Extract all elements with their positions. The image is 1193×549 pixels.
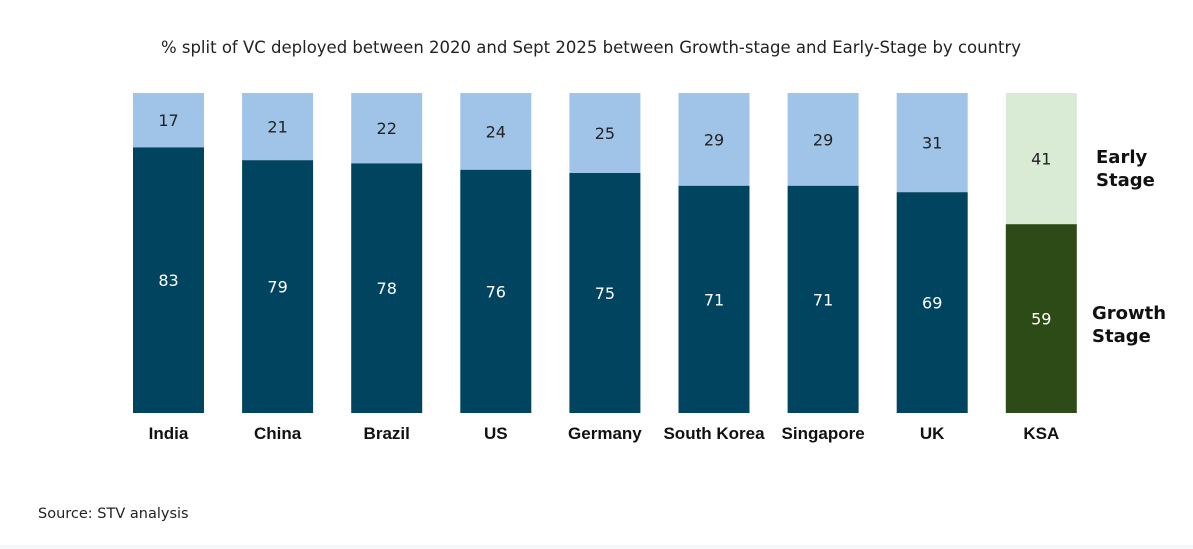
bar-early-us: [460, 93, 532, 170]
label-growth-india: 83: [158, 271, 178, 290]
label-early-us: 24: [486, 122, 506, 141]
bar-growth-uk: [896, 192, 968, 413]
bar-early-ksa: [1005, 93, 1077, 225]
label-early-singapore: 29: [813, 130, 833, 149]
bar-growth-india: [133, 147, 204, 413]
label-growth-germany: 75: [595, 284, 615, 303]
legend-early-line-2: Stage: [1096, 170, 1155, 191]
bar-early-singapore: [787, 93, 859, 186]
legend-growth-stage: Growth Stage: [1092, 303, 1172, 347]
legend-early-stage: Early Stage: [1096, 147, 1155, 191]
category-label-germany: Germany: [568, 424, 642, 443]
category-labels-group: India China Brazil US Germany South Korea Sing…: [149, 424, 1060, 443]
bar-growth-us: [460, 169, 532, 413]
bar-early-germany: [569, 93, 641, 173]
category-label-china: China: [254, 424, 302, 443]
bar-growth-singapore: [787, 185, 859, 413]
label-early-south-korea: 29: [704, 130, 724, 149]
label-early-germany: 25: [595, 124, 615, 143]
legend-growth-line-2: Stage: [1092, 326, 1151, 347]
category-label-singapore: Singapore: [782, 424, 865, 443]
chart-title: % split of VC deployed between 2020 and …: [161, 38, 1021, 57]
bar-growth-germany: [569, 173, 641, 413]
bar-early-india: [133, 93, 204, 148]
category-label-india: India: [149, 424, 189, 443]
legend-early-line-1: Early: [1096, 147, 1147, 168]
label-early-india: 17: [158, 111, 178, 130]
bar-growth-ksa: [1005, 224, 1077, 413]
bottom-strip: [0, 545, 1193, 549]
label-growth-south-korea: 71: [704, 290, 724, 309]
label-growth-ksa: 59: [1031, 310, 1051, 329]
bars-group: 17 83 21 79 22 78 24 76 25 75 29 71 29 71 31 69 41 59: [133, 93, 1077, 413]
bar-early-brazil: [351, 93, 423, 164]
category-label-uk: UK: [920, 424, 945, 443]
label-growth-brazil: 78: [377, 279, 397, 298]
category-label-brazil: Brazil: [364, 424, 410, 443]
category-label-ksa: KSA: [1023, 424, 1059, 443]
bar-early-china: [242, 93, 314, 161]
label-growth-singapore: 71: [813, 290, 833, 309]
legend-growth-line-1: Growth: [1092, 303, 1166, 324]
label-growth-china: 79: [267, 278, 287, 297]
bar-growth-brazil: [351, 163, 423, 413]
label-growth-uk: 69: [922, 294, 942, 313]
label-early-brazil: 22: [377, 119, 397, 138]
label-growth-us: 76: [486, 282, 506, 301]
bar-early-uk: [896, 93, 968, 193]
label-early-ksa: 41: [1031, 150, 1051, 169]
bar-growth-china: [242, 160, 314, 413]
bar-early-south-korea: [678, 93, 750, 186]
source-note: Source: STV analysis: [38, 506, 189, 522]
bar-growth-south-korea: [678, 185, 750, 413]
category-label-south-korea: South Korea: [663, 424, 765, 443]
category-label-us: US: [484, 424, 508, 443]
label-early-china: 21: [267, 118, 287, 137]
label-early-uk: 31: [922, 134, 942, 153]
